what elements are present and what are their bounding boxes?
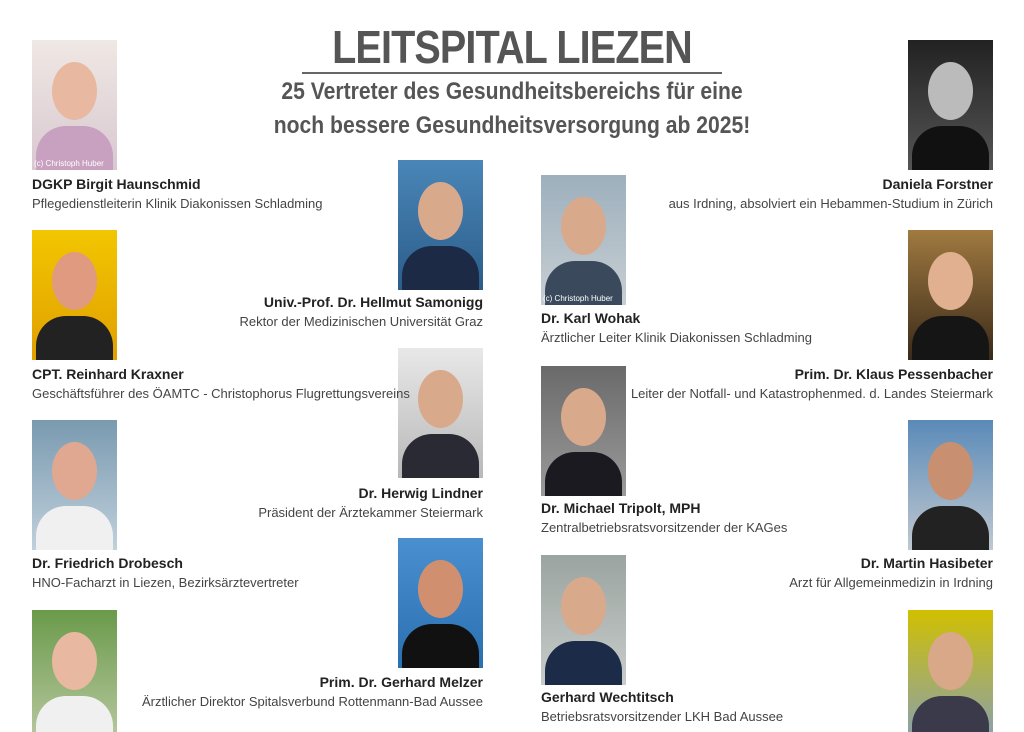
person-name: Univ.-Prof. Dr. Hellmut Samonigg: [263, 294, 483, 310]
person: Dr. Karl Wohak Ärztlicher Leiter Klinik D…: [541, 310, 812, 345]
photo: [32, 420, 117, 550]
person-name: Gerhard Wechtitsch: [541, 689, 674, 705]
person-name: Dr. Herwig Lindner: [358, 485, 483, 501]
person-name: Dr. Martin Hasibeter: [860, 555, 993, 571]
person-role: HNO-Facharzt in Liezen, Bezirksärztevert…: [32, 575, 299, 590]
photo: [541, 366, 626, 496]
person: DGKP Birgit Haunschmid Pflegedienstleiter…: [32, 176, 323, 211]
person-role: Präsident der Ärztekammer Steiermark: [258, 505, 483, 520]
photo: [398, 160, 483, 290]
photo: [908, 230, 993, 360]
person-role: Arzt für Allgemeinmedizin in Irdning: [789, 575, 993, 590]
person: Dr. Friedrich Drobesch HNO-Facharzt in Li…: [32, 555, 299, 590]
person-name: Dr. Karl Wohak: [541, 310, 641, 326]
photo: [398, 348, 483, 478]
person-role: aus Irdning, absolviert ein Hebammen-Stu…: [668, 196, 993, 211]
title: LEITSPITAL LIEZEN: [332, 21, 693, 73]
photo: [908, 420, 993, 550]
person-name: CPT. Reinhard Kraxner: [32, 366, 184, 382]
person: Daniela Forstner aus Irdning, absolviert …: [669, 176, 993, 211]
photo: [541, 555, 626, 685]
person-role: Ärztlicher Direktor Spitalsverbund Rotte…: [141, 694, 483, 709]
person-role: Rektor der Medizinischen Universität Gra…: [239, 314, 483, 329]
subtitle-line: 25 Vertreter des Gesundheitsbereichs für…: [281, 78, 743, 105]
photo-credit: (c) Christoph Huber: [34, 159, 104, 168]
person-name: Dr. Friedrich Drobesch: [32, 555, 183, 571]
person: Dr. Michael Tripolt, MPH Zentralbetriebsr…: [541, 500, 787, 535]
photo: [908, 610, 993, 732]
photo: (c) Christoph Huber: [32, 40, 117, 170]
person-role: Geschäftsführer des ÖAMTC - Christophoru…: [32, 386, 410, 401]
photo-credit: (c) Christoph Huber: [543, 294, 613, 303]
person: Dr. Herwig Lindner Präsident der Ärztekam…: [258, 485, 483, 520]
photo: [398, 538, 483, 668]
person: Prim. Dr. Gerhard Melzer Ärztlicher Direk…: [142, 674, 483, 709]
person-name: DGKP Birgit Haunschmid: [32, 176, 201, 192]
photo: [32, 230, 117, 360]
person-name: Prim. Dr. Gerhard Melzer: [319, 674, 483, 690]
person-role: Pflegedienstleiterin Klinik Diakonissen …: [32, 196, 323, 211]
person-name: Dr. Michael Tripolt, MPH: [541, 500, 701, 516]
subtitle-line: noch bessere Gesundheitsversorgung ab 20…: [273, 112, 751, 139]
person: Gerhard Wechtitsch Betriebsratsvorsitzend…: [541, 689, 783, 724]
person-role: Leiter der Notfall- und Katastrophenmed.…: [630, 386, 993, 401]
photo: [32, 610, 117, 732]
person-name: Daniela Forstner: [882, 176, 993, 192]
photo: (c) Christoph Huber: [541, 175, 626, 305]
person: CPT. Reinhard Kraxner Geschäftsführer des…: [32, 366, 410, 401]
person-role: Ärztlicher Leiter Klinik Diakonissen Sch…: [541, 330, 812, 345]
person: Dr. Martin Hasibeter Arzt für Allgemeinme…: [789, 555, 993, 590]
person-role: Zentralbetriebsratsvorsitzender der KAGe…: [541, 520, 788, 535]
photo: [908, 40, 993, 170]
person-role: Betriebsratsvorsitzender LKH Bad Aussee: [541, 709, 784, 724]
person-name: Prim. Dr. Klaus Pessenbacher: [794, 366, 993, 382]
title-underline: [302, 72, 722, 74]
person: Univ.-Prof. Dr. Hellmut Samonigg Rektor d…: [240, 294, 483, 329]
person: Prim. Dr. Klaus Pessenbacher Leiter der N…: [631, 366, 993, 401]
